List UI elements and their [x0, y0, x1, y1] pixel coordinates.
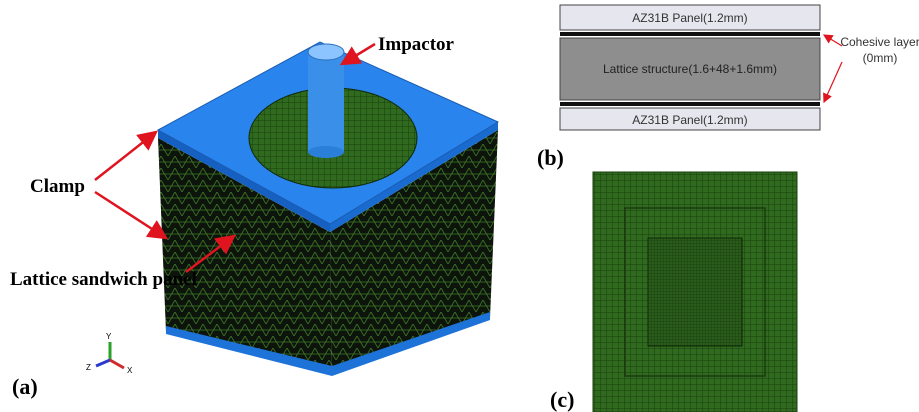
- panel-a: Impactor Clamp Lattice sandwich panel Y …: [10, 34, 498, 399]
- panel-label: (a): [12, 374, 38, 399]
- clamp-label: Clamp: [30, 176, 85, 197]
- mesh-center: [648, 238, 742, 346]
- impactor-tip: [308, 146, 344, 158]
- clamp-arrow: [95, 192, 166, 238]
- axis-triad: Y Z X: [86, 332, 133, 375]
- layer-label: Lattice structure(1.6+48+1.6mm): [603, 62, 777, 76]
- cohesive-label: (0mm): [863, 51, 898, 65]
- panel-b: AZ31B Panel(1.2mm) Lattice structure(1.6…: [537, 5, 919, 170]
- impactor-body: [308, 52, 344, 152]
- cohesive-layer: [560, 32, 820, 36]
- panel-c: (c): [550, 172, 797, 412]
- axis-label: Y: [106, 332, 112, 341]
- lattice-label: Lattice sandwich panel: [10, 269, 197, 290]
- panel-label: (b): [537, 145, 564, 170]
- layer-label: AZ31B Panel(1.2mm): [632, 11, 747, 25]
- axis-label: X: [127, 366, 133, 375]
- impactor-top: [308, 44, 344, 60]
- figure: Impactor Clamp Lattice sandwich panel Y …: [0, 0, 919, 412]
- impactor-label: Impactor: [378, 34, 455, 55]
- panel-label: (c): [550, 387, 574, 412]
- cohesive-layer: [560, 102, 820, 106]
- cohesive-arrow: [824, 62, 842, 102]
- clamp-arrow: [95, 132, 156, 180]
- z-axis: [96, 360, 110, 366]
- axis-label: Z: [86, 363, 91, 372]
- x-axis: [110, 360, 124, 368]
- cohesive-label: Cohesive layer: [840, 35, 919, 49]
- layer-label: AZ31B Panel(1.2mm): [632, 113, 747, 127]
- cohesive-arrow: [824, 35, 842, 46]
